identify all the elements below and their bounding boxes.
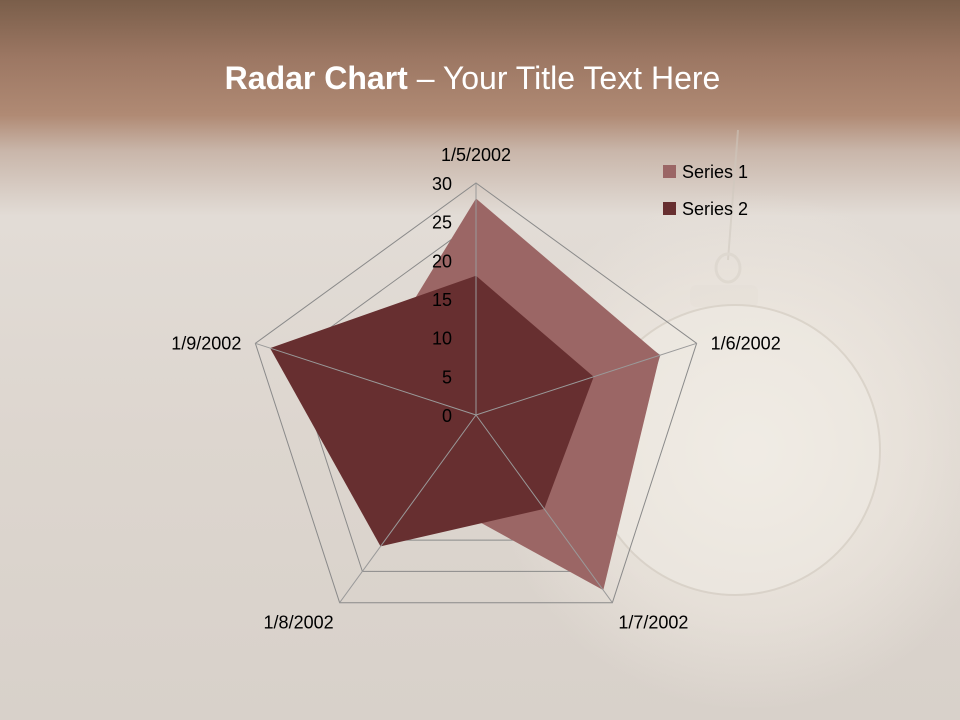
category-label: 1/5/2002	[441, 145, 511, 165]
legend-swatch	[663, 165, 676, 178]
title-rest: – Your Title Text Here	[407, 60, 721, 96]
legend-item: Series 2	[663, 199, 748, 219]
axis-line	[475, 414, 613, 603]
category-label: 1/8/2002	[264, 613, 334, 633]
tick-label: 25	[432, 213, 452, 233]
title-bold: Radar Chart	[224, 60, 408, 96]
tick-label: 30	[432, 174, 452, 194]
tick-label: 0	[442, 406, 452, 426]
category-label: 1/6/2002	[711, 333, 781, 353]
series-2-area	[270, 275, 594, 547]
legend-label: Series 1	[682, 162, 748, 182]
tick-label: 10	[432, 329, 452, 349]
tick-label: 15	[432, 290, 452, 310]
grid-ring	[254, 182, 698, 604]
legend-item: Series 1	[663, 162, 748, 182]
category-label: 1/9/2002	[171, 333, 241, 353]
axis-line	[255, 342, 477, 416]
tick-label: 5	[442, 367, 452, 387]
axis-line	[339, 414, 477, 603]
slide-title: Radar Chart – Your Title Text Here	[0, 60, 945, 97]
legend-label: Series 2	[682, 199, 748, 219]
category-label: 1/7/2002	[618, 613, 688, 633]
axis-line	[475, 342, 697, 416]
legend-swatch	[663, 202, 676, 215]
tick-label: 20	[432, 251, 452, 271]
